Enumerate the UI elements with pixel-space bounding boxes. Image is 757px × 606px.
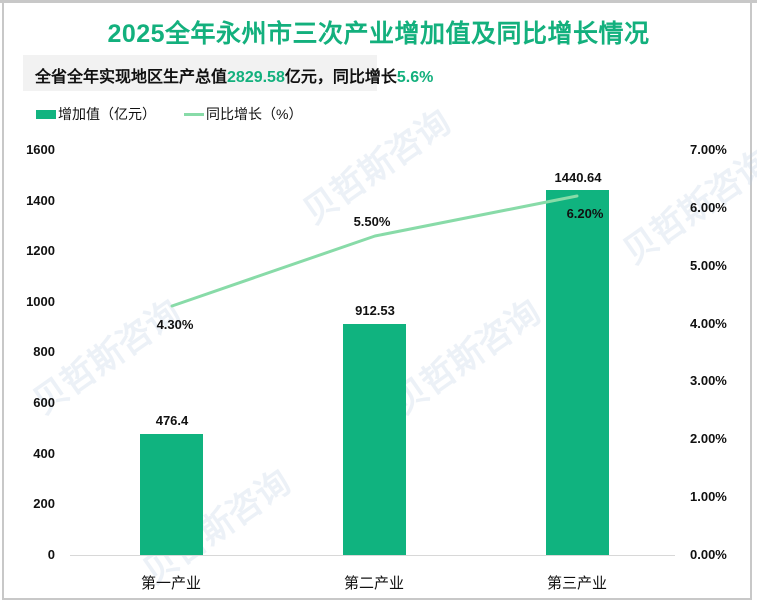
right-axis-tick: 4.00%: [690, 316, 727, 331]
chart-frame: [2, 2, 752, 600]
bar-tertiary-industry: [546, 190, 609, 555]
category-label: 第三产业: [546, 575, 607, 592]
right-axis-tick: 5.00%: [690, 258, 727, 273]
left-axis-tick: 600: [33, 395, 55, 410]
subtitle-growth: 5.6%: [396, 69, 434, 86]
left-axis-tick: 1000: [26, 294, 55, 309]
bar-value-label: 1440.64: [554, 170, 602, 185]
left-axis-tick: 400: [33, 446, 55, 461]
right-axis-tick: 6.00%: [690, 200, 727, 215]
left-axis-tick: 1600: [26, 142, 55, 157]
subtitle-mid: 亿元，同比增长: [284, 69, 397, 86]
subtitle-prefix: 全省全年实现地区生产总值: [35, 69, 228, 86]
legend-bar-swatch: [36, 109, 56, 119]
category-label: 第一产业: [140, 575, 201, 592]
right-axis-tick: 3.00%: [690, 373, 727, 388]
left-axis-tick: 1400: [26, 193, 55, 208]
left-axis-tick: 800: [33, 344, 55, 359]
bar-value-label: 476.4: [155, 413, 189, 428]
x-axis-line: [70, 555, 675, 556]
legend-line-swatch: [184, 112, 204, 116]
legend: 增加值（亿元） 同比增长（%）: [36, 104, 302, 124]
legend-bar-label: 增加值（亿元）: [58, 106, 156, 122]
bar-secondary-industry: [343, 324, 406, 555]
left-axis-tick: 0: [47, 547, 55, 562]
bar-primary-industry: [140, 434, 203, 555]
right-axis-tick: 2.00%: [690, 431, 727, 446]
right-axis-tick: 1.00%: [690, 489, 727, 504]
subtitle-box: [23, 55, 377, 91]
subtitle: 全省全年实现地区生产总值2829.58亿元，同比增长5.6%: [35, 63, 433, 87]
left-axis-tick: 1200: [26, 243, 55, 258]
legend-line-label: 同比增长（%）: [206, 106, 303, 122]
chart-title: 2025全年永州市三次产业增加值及同比增长情况: [107, 20, 650, 48]
right-axis-tick: 0.00%: [690, 547, 727, 562]
growth-value-label: 5.50%: [353, 214, 391, 229]
growth-value-label: 6.20%: [566, 206, 604, 221]
growth-value-label: 4.30%: [156, 317, 194, 332]
bar-value-label: 912.53: [355, 303, 395, 318]
category-label: 第二产业: [343, 575, 404, 592]
right-axis-tick: 7.00%: [690, 142, 727, 157]
frame-top-border: [0, 0, 757, 3]
left-axis-tick: 200: [33, 496, 55, 511]
subtitle-gdp-value: 2829.58: [227, 69, 285, 86]
